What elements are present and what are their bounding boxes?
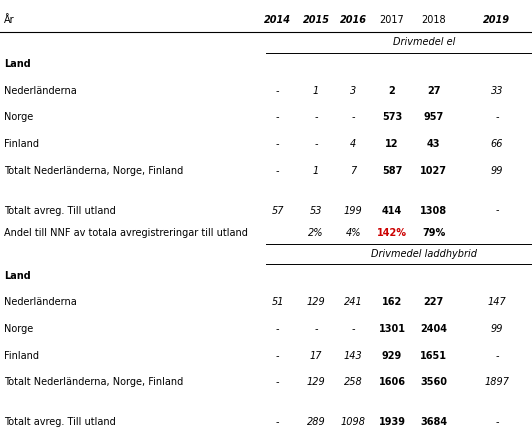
Text: 129: 129 bbox=[306, 297, 326, 307]
Text: 2017: 2017 bbox=[380, 15, 404, 25]
Text: Finland: Finland bbox=[4, 139, 39, 149]
Text: 66: 66 bbox=[491, 139, 503, 149]
Text: 1606: 1606 bbox=[379, 377, 405, 387]
Text: 199: 199 bbox=[344, 205, 363, 215]
Text: -: - bbox=[276, 166, 279, 175]
Text: 1939: 1939 bbox=[379, 416, 405, 426]
Text: 147: 147 bbox=[487, 297, 506, 307]
Text: 1027: 1027 bbox=[420, 166, 447, 175]
Text: 2%: 2% bbox=[308, 228, 324, 238]
Text: 43: 43 bbox=[427, 139, 440, 149]
Text: 1098: 1098 bbox=[341, 416, 365, 426]
Text: 12: 12 bbox=[385, 139, 399, 149]
Text: År: År bbox=[4, 15, 15, 25]
Text: 2014: 2014 bbox=[264, 15, 291, 25]
Text: 1651: 1651 bbox=[420, 350, 447, 360]
Text: -: - bbox=[314, 139, 318, 149]
Text: -: - bbox=[276, 323, 279, 333]
Text: Finland: Finland bbox=[4, 350, 39, 360]
Text: 162: 162 bbox=[382, 297, 402, 307]
Text: 53: 53 bbox=[310, 205, 322, 215]
Text: 79%: 79% bbox=[422, 228, 445, 238]
Text: Nederländerna: Nederländerna bbox=[4, 297, 77, 307]
Text: 33: 33 bbox=[491, 86, 503, 95]
Text: Totalt avreg. Till utland: Totalt avreg. Till utland bbox=[4, 205, 116, 215]
Text: 3560: 3560 bbox=[420, 377, 447, 387]
Text: 143: 143 bbox=[344, 350, 363, 360]
Text: -: - bbox=[276, 112, 279, 122]
Text: Drivmedel laddhybrid: Drivmedel laddhybrid bbox=[371, 249, 477, 258]
Text: Norge: Norge bbox=[4, 323, 34, 333]
Text: -: - bbox=[314, 112, 318, 122]
Text: 142%: 142% bbox=[377, 228, 407, 238]
Text: 1301: 1301 bbox=[379, 323, 405, 333]
Text: Andel till NNF av totala avregistreringar till utland: Andel till NNF av totala avregistreringa… bbox=[4, 228, 248, 238]
Text: -: - bbox=[276, 350, 279, 360]
Text: Nederländerna: Nederländerna bbox=[4, 86, 77, 95]
Text: 129: 129 bbox=[306, 377, 326, 387]
Text: 3684: 3684 bbox=[420, 416, 447, 426]
Text: 99: 99 bbox=[491, 323, 503, 333]
Text: 1897: 1897 bbox=[485, 377, 509, 387]
Text: Land: Land bbox=[4, 270, 31, 280]
Text: Drivmedel el: Drivmedel el bbox=[393, 37, 455, 47]
Text: 289: 289 bbox=[306, 416, 326, 426]
Text: 241: 241 bbox=[344, 297, 363, 307]
Text: -: - bbox=[352, 112, 355, 122]
Text: 1: 1 bbox=[313, 166, 319, 175]
Text: -: - bbox=[495, 112, 498, 122]
Text: 99: 99 bbox=[491, 166, 503, 175]
Text: -: - bbox=[276, 377, 279, 387]
Text: 414: 414 bbox=[382, 205, 402, 215]
Text: -: - bbox=[276, 416, 279, 426]
Text: 227: 227 bbox=[423, 297, 444, 307]
Text: 2016: 2016 bbox=[340, 15, 367, 25]
Text: -: - bbox=[495, 416, 498, 426]
Text: -: - bbox=[276, 86, 279, 95]
Text: 2: 2 bbox=[389, 86, 395, 95]
Text: Totalt Nederländerna, Norge, Finland: Totalt Nederländerna, Norge, Finland bbox=[4, 166, 184, 175]
Text: Totalt avreg. Till utland: Totalt avreg. Till utland bbox=[4, 416, 116, 426]
Text: 57: 57 bbox=[271, 205, 284, 215]
Text: 3: 3 bbox=[350, 86, 356, 95]
Text: 2018: 2018 bbox=[421, 15, 446, 25]
Text: -: - bbox=[314, 323, 318, 333]
Text: 4: 4 bbox=[350, 139, 356, 149]
Text: 2019: 2019 bbox=[484, 15, 510, 25]
Text: -: - bbox=[495, 205, 498, 215]
Text: 258: 258 bbox=[344, 377, 363, 387]
Text: 1308: 1308 bbox=[420, 205, 447, 215]
Text: 27: 27 bbox=[427, 86, 440, 95]
Text: 957: 957 bbox=[423, 112, 444, 122]
Text: Land: Land bbox=[4, 59, 31, 69]
Text: 587: 587 bbox=[382, 166, 402, 175]
Text: 7: 7 bbox=[350, 166, 356, 175]
Text: 17: 17 bbox=[310, 350, 322, 360]
Text: 2015: 2015 bbox=[303, 15, 329, 25]
Text: 573: 573 bbox=[382, 112, 402, 122]
Text: 51: 51 bbox=[271, 297, 284, 307]
Text: 1: 1 bbox=[313, 86, 319, 95]
Text: 4%: 4% bbox=[345, 228, 361, 238]
Text: -: - bbox=[495, 350, 498, 360]
Text: 2404: 2404 bbox=[420, 323, 447, 333]
Text: Norge: Norge bbox=[4, 112, 34, 122]
Text: 929: 929 bbox=[382, 350, 402, 360]
Text: -: - bbox=[276, 139, 279, 149]
Text: Totalt Nederländerna, Norge, Finland: Totalt Nederländerna, Norge, Finland bbox=[4, 377, 184, 387]
Text: -: - bbox=[352, 323, 355, 333]
